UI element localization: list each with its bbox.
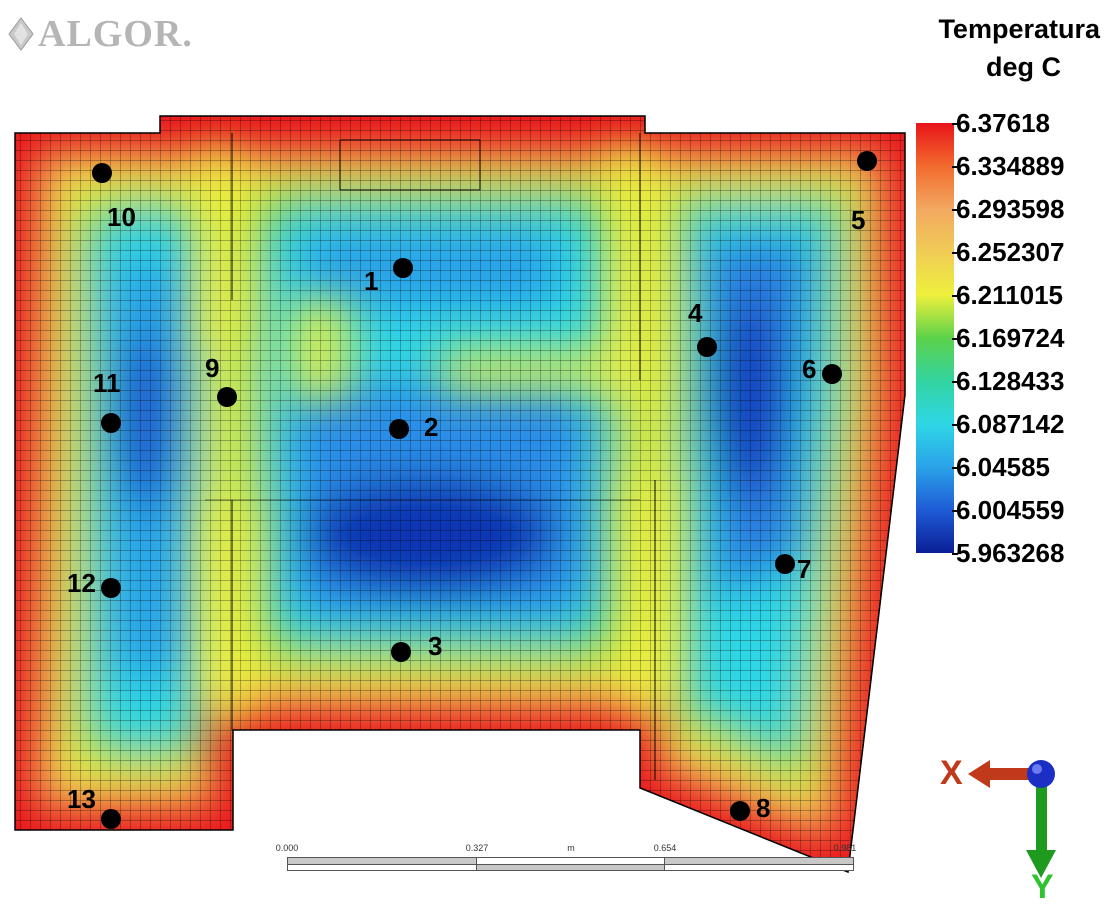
- point-label: 6: [802, 354, 816, 384]
- measurement-point: 10: [92, 163, 136, 232]
- measurement-point: 7: [775, 554, 811, 584]
- logo-text: ALGOR.: [38, 13, 193, 55]
- point-label: 4: [688, 298, 703, 328]
- measurement-point: 9: [205, 353, 237, 407]
- scale-tick: 0.000: [275, 843, 299, 853]
- measurement-point: 3: [391, 631, 442, 662]
- measurement-point: 13: [67, 784, 121, 829]
- legend-tick: 6.334889: [951, 151, 1065, 181]
- legend-tick: 6.211015: [951, 280, 1064, 310]
- measurement-points: 1 2 3 4 5 6 7 8 9 10 11 12 13: [67, 151, 877, 829]
- legend-tick: 6.293598: [951, 194, 1065, 224]
- measurement-point: 12: [67, 568, 121, 598]
- measurement-point: 1: [364, 258, 413, 296]
- legend-title: Temperatura: [938, 14, 1100, 44]
- axis-triad: X Y: [938, 738, 1098, 906]
- point-label: 3: [428, 631, 442, 661]
- point-label: 11: [93, 368, 121, 398]
- scale-bar: [287, 857, 854, 871]
- point-label: 5: [851, 205, 865, 235]
- point-label: 7: [797, 554, 811, 584]
- scale-tick: 0.654: [653, 843, 677, 853]
- measurement-point: 5: [851, 151, 877, 235]
- legend-tick: 5.963268: [951, 538, 1065, 568]
- scale-unit: m: [567, 843, 575, 853]
- measurement-point: 2: [389, 412, 438, 442]
- point-label: 1: [364, 266, 378, 296]
- scale-labels: 0.000 0.327 m 0.654 0.981: [276, 843, 857, 855]
- algor-logo: ALGOR.: [8, 12, 193, 56]
- legend-tick: 6.04585: [952, 452, 1050, 482]
- point-label: 12: [67, 568, 96, 598]
- axis-arrows-icon: [968, 760, 1056, 878]
- scale-tick: 0.327: [465, 843, 489, 853]
- legend-ticks: 6.37618 6.334889 6.293598 6.252307 6.211…: [951, 108, 1106, 568]
- measurement-point: 11: [93, 368, 121, 433]
- point-label: 13: [67, 784, 96, 814]
- diamond-logo-icon: [8, 17, 34, 51]
- y-axis-label: Y: [1031, 868, 1054, 906]
- legend-tick: 6.252307: [951, 237, 1065, 267]
- legend-tick: 6.37618: [952, 108, 1050, 138]
- point-label: 8: [756, 793, 770, 823]
- x-axis-label: X: [940, 754, 963, 792]
- legend-unit: deg C: [986, 52, 1062, 82]
- legend-tick: 6.169724: [951, 323, 1065, 353]
- measurement-point: 8: [730, 793, 770, 823]
- legend-tick: 6.128433: [951, 366, 1065, 396]
- scale-tick: 0.981: [833, 843, 857, 853]
- point-label: 2: [424, 412, 438, 442]
- measurement-point: 4: [688, 298, 717, 357]
- point-label: 9: [205, 353, 219, 383]
- measurement-point: 6: [802, 354, 842, 384]
- legend-tick: 6.004559: [951, 495, 1065, 525]
- legend-tick: 6.087142: [951, 409, 1065, 439]
- color-scale-bar: [916, 123, 954, 553]
- point-label: 10: [107, 202, 136, 232]
